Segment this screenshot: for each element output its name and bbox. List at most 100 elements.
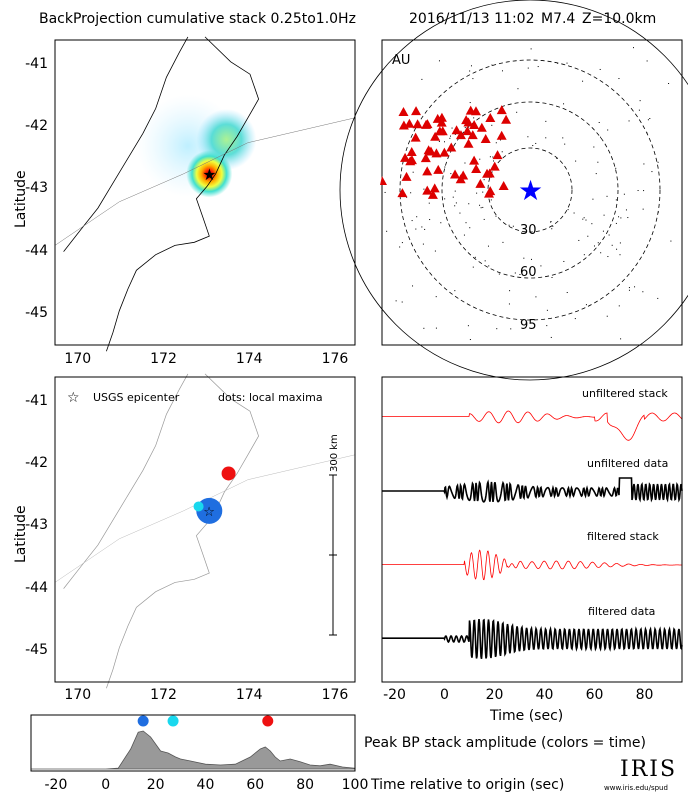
coast-dot <box>616 248 618 250</box>
coast-dot <box>550 336 552 338</box>
coast-dot <box>519 273 521 275</box>
coast-dot <box>600 136 602 138</box>
coast-dot <box>535 142 537 144</box>
coast-dot <box>599 68 601 70</box>
coast-dot <box>625 209 627 211</box>
coast-dot <box>532 145 534 147</box>
peak-caption: Peak BP stack amplitude (colors = time) <box>364 735 646 751</box>
coast-dot <box>438 60 440 62</box>
station-triangle <box>471 163 482 173</box>
coast-dot <box>421 226 423 228</box>
station-triangle <box>406 147 417 157</box>
coast-dot <box>489 156 491 158</box>
station-triangle <box>397 188 408 198</box>
coast-dot <box>474 256 476 258</box>
coast-dot <box>501 151 503 153</box>
coast-dot <box>535 296 537 298</box>
station-triangle <box>496 130 507 140</box>
coast-dot <box>597 242 599 244</box>
coast-dot <box>620 217 622 219</box>
coast-dot <box>508 303 510 305</box>
label-bg <box>585 457 681 470</box>
iris-logo: IRIS www.iris.edu/spud <box>604 757 684 797</box>
coast-dot <box>585 304 587 306</box>
coast-dot <box>606 195 608 197</box>
lat-tick-label: -41 <box>25 55 48 72</box>
coast-dot <box>537 66 539 68</box>
station-triangle <box>434 126 445 136</box>
coast-dot <box>451 127 453 129</box>
station-triangle <box>484 168 495 178</box>
peak-tick-label: 80 <box>296 777 315 793</box>
coast-dot <box>585 219 587 221</box>
peak-tick-label: 20 <box>146 777 165 793</box>
lon-tick-label: 172 <box>150 351 177 367</box>
station-triangle <box>429 183 440 193</box>
time-tick-label: 80 <box>635 687 654 703</box>
coast-dot <box>530 258 532 260</box>
coast-dot <box>495 142 497 144</box>
station-triangle <box>498 180 509 190</box>
coast-dot <box>651 171 653 173</box>
lat-tick-label: -42 <box>25 118 48 135</box>
iris-logo-wordmark: IRIS <box>620 757 678 782</box>
coast-dot <box>642 208 644 210</box>
coast-dot <box>483 218 485 220</box>
coast-dot <box>493 160 495 162</box>
coast-dot <box>563 260 565 262</box>
coast-dot <box>587 235 589 237</box>
epicenter-star-icon: ★ <box>202 165 216 184</box>
coast-dot <box>551 228 553 230</box>
label-bg <box>585 530 675 543</box>
coastline-east <box>106 373 259 689</box>
station-triangle <box>405 156 416 166</box>
coast-dot <box>602 230 604 232</box>
peak-tick-label: 0 <box>101 777 111 793</box>
time-tick-label: 60 <box>585 687 604 703</box>
coast-dot <box>435 327 437 329</box>
iris-logo-url: www.iris.edu/spud <box>604 784 668 792</box>
station-triangle <box>410 132 421 142</box>
coast-dot <box>484 260 486 262</box>
coast-dot <box>455 202 457 204</box>
station-triangle <box>469 155 480 165</box>
network-label: AU <box>392 53 410 68</box>
coast-dot <box>670 240 672 242</box>
coast-dot <box>472 78 474 80</box>
coast-dot <box>552 225 554 227</box>
coast-dot <box>618 78 620 80</box>
station-triangle <box>475 178 486 188</box>
coast-dot <box>440 222 442 224</box>
station-triangle <box>450 169 461 179</box>
coast-dot <box>512 225 514 227</box>
coast-dot <box>472 266 474 268</box>
coast-dot <box>482 191 484 193</box>
station-triangle <box>433 164 444 174</box>
waveform-label: filtered data <box>588 605 655 618</box>
coast-dot <box>530 48 532 50</box>
coast-dot <box>384 191 386 193</box>
coast-dot <box>454 190 456 192</box>
coast-dot <box>593 245 595 247</box>
epicenter-star-icon: ☆ <box>203 505 215 520</box>
coast-dot <box>632 47 634 49</box>
coast-dot <box>452 196 454 198</box>
coast-dot <box>449 137 451 139</box>
coast-dot <box>608 234 610 236</box>
station-triangle <box>470 106 481 116</box>
station-triangle <box>463 117 474 127</box>
coast-dot <box>556 157 558 159</box>
coast-dot <box>469 70 471 72</box>
peak-tick-label: 100 <box>341 777 369 793</box>
coast-dot <box>618 305 620 307</box>
distance-ring <box>339 0 688 381</box>
waveform-label: filtered stack <box>587 530 659 543</box>
coast-dot <box>647 119 649 121</box>
coast-dot <box>545 137 547 139</box>
coast-dot <box>459 212 461 214</box>
coast-dot <box>618 216 620 218</box>
coast-dot <box>592 198 594 200</box>
coast-dot <box>649 117 651 119</box>
coast-dot <box>582 218 584 220</box>
coast-dot <box>628 120 630 122</box>
